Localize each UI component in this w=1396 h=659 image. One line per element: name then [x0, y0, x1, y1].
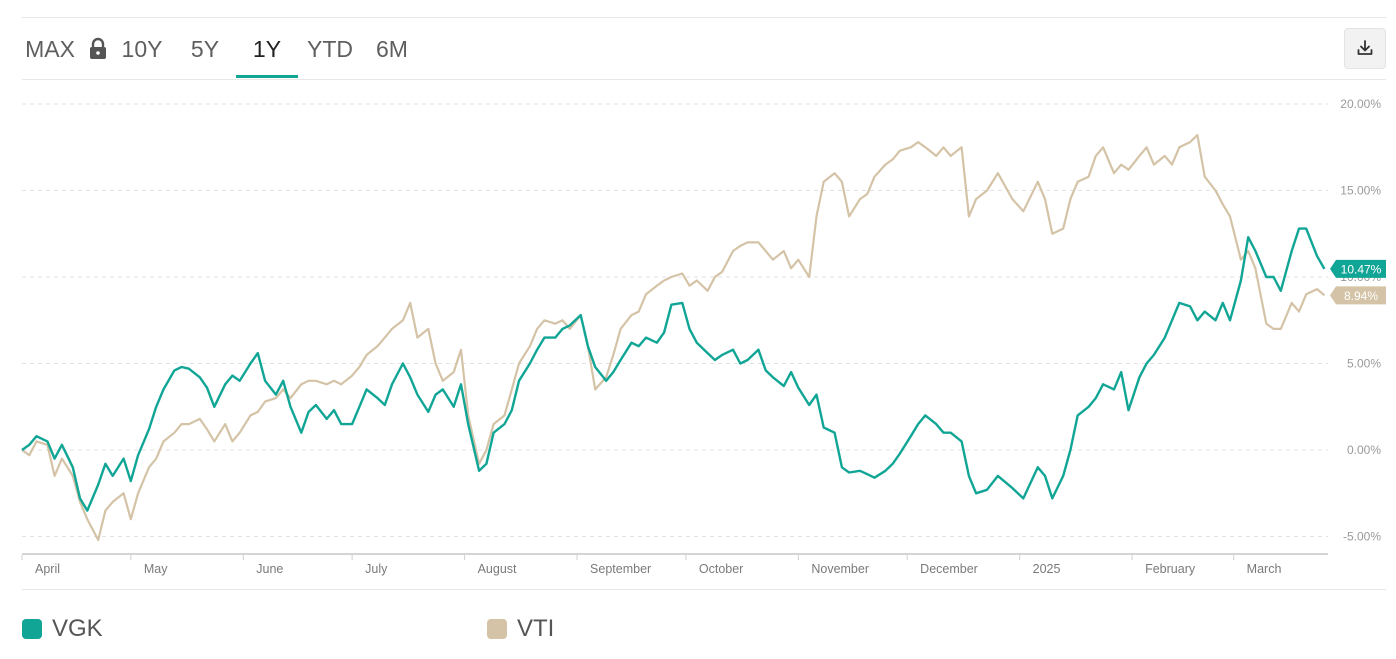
tab-max[interactable]: MAX	[22, 30, 78, 76]
tab-10y[interactable]: 10Y	[120, 30, 164, 76]
x-tick-label: February	[1145, 562, 1196, 576]
series-lines	[22, 135, 1324, 540]
performance-chart[interactable]: 20.00%15.00%10.00%5.00%0.00%-5.00% April…	[0, 80, 1396, 590]
x-tick-label: December	[920, 562, 978, 576]
x-tick-label: November	[811, 562, 869, 576]
x-tick-label: 2025	[1033, 562, 1061, 576]
y-tick-label: 15.00%	[1340, 184, 1381, 198]
legend-divider	[22, 589, 1386, 590]
legend-item-vgk[interactable]: VGK	[22, 612, 103, 646]
x-tick-label: April	[35, 562, 60, 576]
x-tick-label: March	[1247, 562, 1282, 576]
download-button[interactable]	[1344, 28, 1386, 69]
tab-6m[interactable]: 6M	[374, 30, 410, 76]
y-tick-label: 0.00%	[1347, 443, 1381, 457]
end-label-vgk: 10.47%	[1330, 260, 1386, 278]
y-tick-label: -5.00%	[1343, 530, 1381, 544]
x-tick-label: October	[699, 562, 743, 576]
x-tick-label: August	[478, 562, 517, 576]
legend-label-vti: VTI	[517, 615, 554, 643]
x-axis-ticks: April May June July August September October No…	[22, 554, 1328, 576]
y-axis-ticks: 20.00%15.00%10.00%5.00%0.00%-5.00%	[1340, 97, 1381, 544]
active-tab-indicator	[236, 75, 298, 78]
x-tick-label: June	[256, 562, 283, 576]
tab-ytd[interactable]: YTD	[305, 30, 355, 76]
top-divider	[22, 17, 1386, 18]
tab-5y[interactable]: 5Y	[188, 30, 222, 76]
end-label-text: 10.47%	[1341, 262, 1382, 276]
x-tick-label: July	[365, 562, 388, 576]
legend-item-vti[interactable]: VTI	[487, 612, 554, 646]
series-line-vgk	[22, 229, 1324, 511]
lock-icon	[88, 37, 108, 61]
end-label-vti: 8.94%	[1330, 286, 1386, 304]
legend-swatch-vti	[487, 619, 507, 639]
y-tick-label: 5.00%	[1347, 357, 1381, 371]
tab-1y[interactable]: 1Y	[249, 30, 285, 76]
end-label-text: 8.94%	[1344, 289, 1378, 303]
download-icon	[1356, 39, 1374, 57]
legend-swatch-vgk	[22, 619, 42, 639]
grid-lines	[22, 104, 1328, 537]
series-line-vti	[22, 135, 1324, 540]
legend-label-vgk: VGK	[52, 615, 103, 643]
y-tick-label: 20.00%	[1340, 97, 1381, 111]
x-tick-label: May	[144, 562, 168, 576]
x-tick-label: September	[590, 562, 651, 576]
